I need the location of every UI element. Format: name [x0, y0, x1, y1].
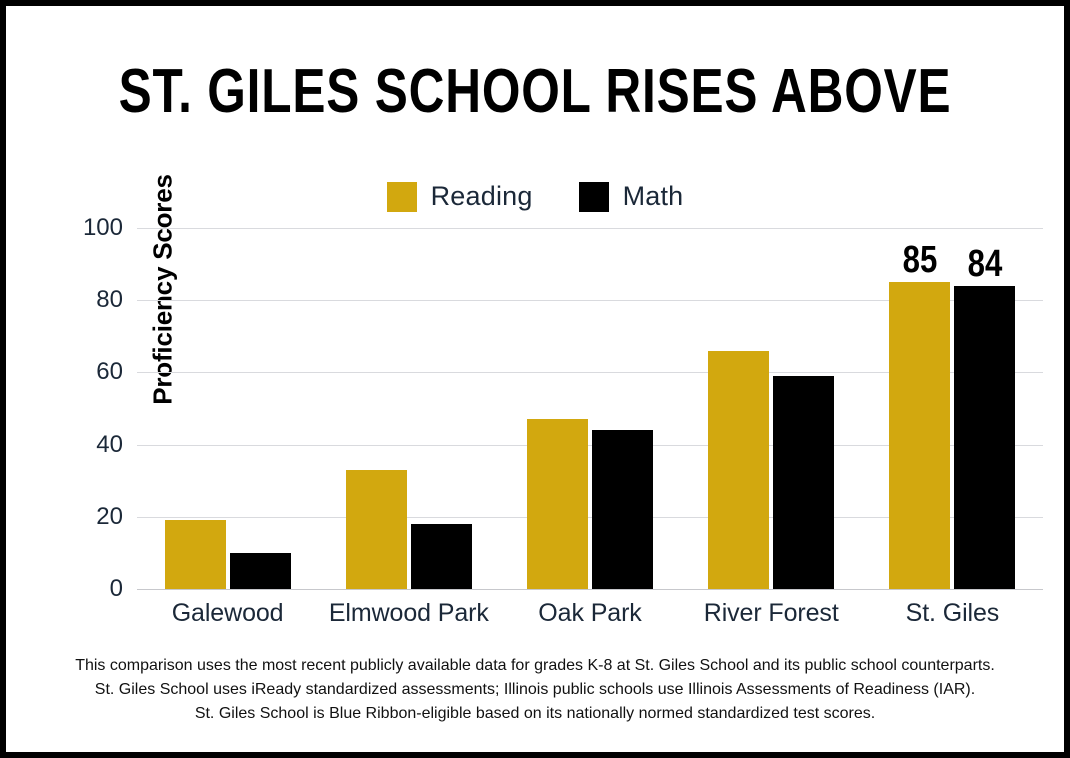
y-tick-label-100: 100: [82, 214, 123, 241]
bar-value-label: 84: [967, 242, 1003, 285]
y-tick-label-20: 20: [96, 502, 123, 530]
gridline-0: 0: [110, 575, 1043, 602]
x-axis-labels: Galewood Elmwood Park Oak Park River Forest…: [137, 599, 1043, 628]
footnote-line-2: St. Giles School uses iReady standardize…: [94, 681, 976, 698]
chart-title: ST. GILES SCHOOL RISES ABOVE: [118, 57, 952, 126]
plot-box: 0 20 40 60 80 100 85 84: [83, 214, 1043, 602]
gridline-20: 20: [96, 503, 1043, 530]
bar-reading[interactable]: [527, 419, 588, 589]
bar-math[interactable]: [229, 552, 291, 589]
bar-group: [137, 228, 318, 589]
bar-reading[interactable]: [708, 350, 770, 589]
footnote-line-1: This comparison uses the most recent pub…: [75, 657, 995, 674]
footnote: This comparison uses the most recent pub…: [6, 654, 1064, 726]
gridline-100: 100: [83, 214, 1043, 241]
legend-swatch-math: [578, 181, 609, 212]
legend-label-math: Math: [622, 181, 684, 211]
gridline-80: 80: [96, 286, 1043, 313]
x-tick-label: Oak Park: [538, 599, 642, 627]
bar-reading[interactable]: [164, 520, 226, 589]
y-tick-label-40: 40: [96, 430, 123, 458]
chart-canvas: ST. GILES SCHOOL RISES ABOVE Reading Mat…: [6, 6, 1064, 752]
bar-groups: 85 84: [137, 228, 1043, 589]
bar-group: [681, 228, 862, 589]
legend-item-math: Math: [578, 181, 684, 212]
bar-reading[interactable]: [345, 469, 407, 589]
bar-group: [318, 228, 499, 589]
y-tick-label-0: 0: [109, 575, 123, 602]
x-tick-label: Elmwood Park: [328, 599, 489, 627]
y-tick-label-80: 80: [96, 286, 123, 314]
bar-math[interactable]: [410, 524, 472, 589]
y-tick-label-60: 60: [96, 358, 123, 386]
legend-label-reading: Reading: [430, 181, 533, 211]
x-tick-label: Galewood: [171, 599, 284, 627]
bar-math[interactable]: [592, 430, 653, 589]
bar-reading[interactable]: 85: [889, 240, 951, 589]
legend-item-reading: Reading: [386, 181, 533, 212]
footnote-line-3: St. Giles School is Blue Ribbon-eligible…: [194, 705, 876, 722]
bar-group: 85 84: [862, 228, 1043, 589]
plot-area: Proficiency Scores 0 20 40 60 80 100 85 84 Gal…: [6, 6, 1064, 752]
chart-legend: Reading Math: [6, 181, 1064, 212]
bar-value-label: 85: [902, 239, 938, 282]
gridline-40: 40: [96, 431, 1043, 458]
bar-group: [499, 228, 680, 589]
bar-math[interactable]: [773, 376, 835, 589]
legend-swatch-reading: [386, 181, 417, 212]
x-tick-label: St. Giles: [905, 599, 1000, 627]
bar-math[interactable]: 84: [954, 244, 1016, 589]
x-tick-label: River Forest: [703, 599, 839, 627]
gridline-60: 60: [96, 358, 1043, 385]
